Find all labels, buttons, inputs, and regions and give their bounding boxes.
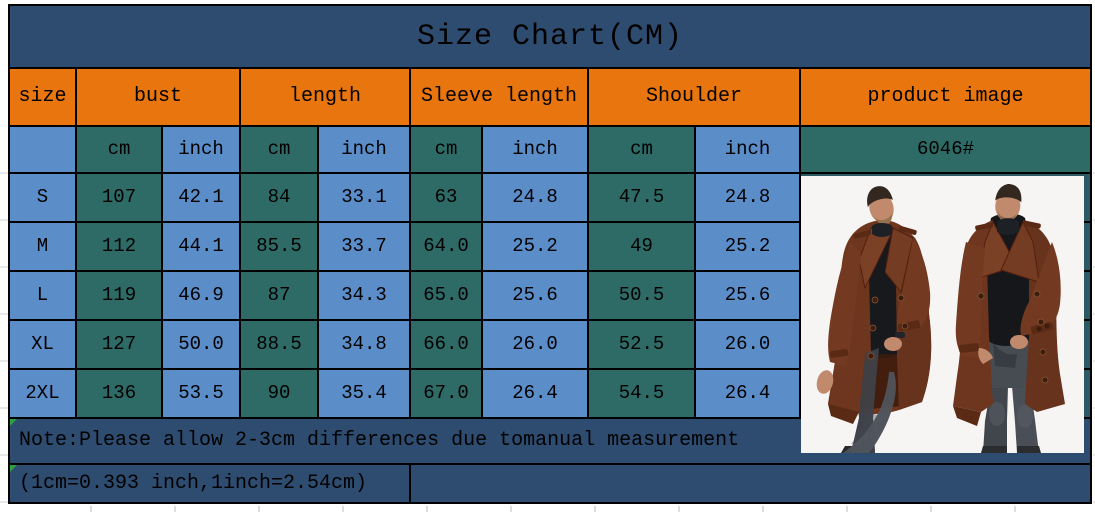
value-cell: 136 xyxy=(77,370,161,417)
note-conversion-text: (1cm=0.393 inch,1inch=2.54cm) xyxy=(19,471,368,495)
header-shoulder: Shoulder xyxy=(589,69,799,125)
size-cell: XL xyxy=(10,321,75,368)
value-cell: 127 xyxy=(77,321,161,368)
header-product-image: product image xyxy=(801,69,1090,125)
unit-bust-cm: cm xyxy=(77,127,161,172)
value-cell: 26.0 xyxy=(483,321,587,368)
unit-length-inch: inch xyxy=(319,127,409,172)
value-cell: 33.1 xyxy=(319,174,409,221)
unit-sleeve-cm: cm xyxy=(411,127,481,172)
value-cell: 26.4 xyxy=(696,370,799,417)
value-cell: 119 xyxy=(77,272,161,319)
product-photo-image xyxy=(801,176,1084,453)
value-cell: 25.6 xyxy=(483,272,587,319)
value-cell: 25.2 xyxy=(483,223,587,270)
unit-spacer xyxy=(10,127,75,172)
note-empty-cell xyxy=(411,465,1090,502)
value-cell: 35.4 xyxy=(319,370,409,417)
spreadsheet-gridlines-left xyxy=(0,127,8,505)
value-cell: 88.5 xyxy=(241,321,317,368)
value-cell: 54.5 xyxy=(589,370,694,417)
value-cell: 25.6 xyxy=(696,272,799,319)
header-sleeve-length: Sleeve length xyxy=(411,69,587,125)
unit-shoulder-cm: cm xyxy=(589,127,694,172)
product-photo xyxy=(801,176,1084,453)
size-chart-table: Size Chart(CM) size bust length Sleeve l… xyxy=(8,4,1092,504)
header-size: size xyxy=(10,69,75,125)
value-cell: 112 xyxy=(77,223,161,270)
unit-sleeve-inch: inch xyxy=(483,127,587,172)
value-cell: 46.9 xyxy=(163,272,239,319)
value-cell: 107 xyxy=(77,174,161,221)
value-cell: 49 xyxy=(589,223,694,270)
value-cell: 90 xyxy=(241,370,317,417)
value-cell: 42.1 xyxy=(163,174,239,221)
unit-bust-inch: inch xyxy=(163,127,239,172)
value-cell: 33.7 xyxy=(319,223,409,270)
spreadsheet-gridlines-right xyxy=(1093,127,1095,505)
value-cell: 26.4 xyxy=(483,370,587,417)
value-cell: 53.5 xyxy=(163,370,239,417)
header-bust: bust xyxy=(77,69,239,125)
value-cell: 34.3 xyxy=(319,272,409,319)
value-cell: 25.2 xyxy=(696,223,799,270)
value-cell: 52.5 xyxy=(589,321,694,368)
value-cell: 84 xyxy=(241,174,317,221)
note-conversion: (1cm=0.393 inch,1inch=2.54cm) xyxy=(10,465,409,502)
value-cell: 65.0 xyxy=(411,272,481,319)
value-cell: 85.5 xyxy=(241,223,317,270)
value-cell: 64.0 xyxy=(411,223,481,270)
value-cell: 63 xyxy=(411,174,481,221)
value-cell: 50.0 xyxy=(163,321,239,368)
value-cell: 44.1 xyxy=(163,223,239,270)
excel-error-indicator-icon xyxy=(10,465,17,472)
unit-length-cm: cm xyxy=(241,127,317,172)
size-cell: M xyxy=(10,223,75,270)
excel-error-indicator-icon xyxy=(10,419,17,426)
header-length: length xyxy=(241,69,409,125)
right-man-figure xyxy=(953,184,1065,453)
chart-title: Size Chart(CM) xyxy=(10,6,1090,67)
value-cell: 26.0 xyxy=(696,321,799,368)
size-cell: L xyxy=(10,272,75,319)
unit-shoulder-inch: inch xyxy=(696,127,799,172)
value-cell: 34.8 xyxy=(319,321,409,368)
left-man-figure xyxy=(816,186,932,453)
product-code: 6046# xyxy=(801,127,1090,172)
value-cell: 24.8 xyxy=(483,174,587,221)
value-cell: 67.0 xyxy=(411,370,481,417)
value-cell: 50.5 xyxy=(589,272,694,319)
value-cell: 66.0 xyxy=(411,321,481,368)
value-cell: 87 xyxy=(241,272,317,319)
value-cell: 47.5 xyxy=(589,174,694,221)
spreadsheet-gridlines-bottom xyxy=(8,506,1092,512)
size-cell: S xyxy=(10,174,75,221)
value-cell: 24.8 xyxy=(696,174,799,221)
note-measurement-text: Note:Please allow 2-3cm differences due … xyxy=(19,429,740,452)
size-cell: 2XL xyxy=(10,370,75,417)
